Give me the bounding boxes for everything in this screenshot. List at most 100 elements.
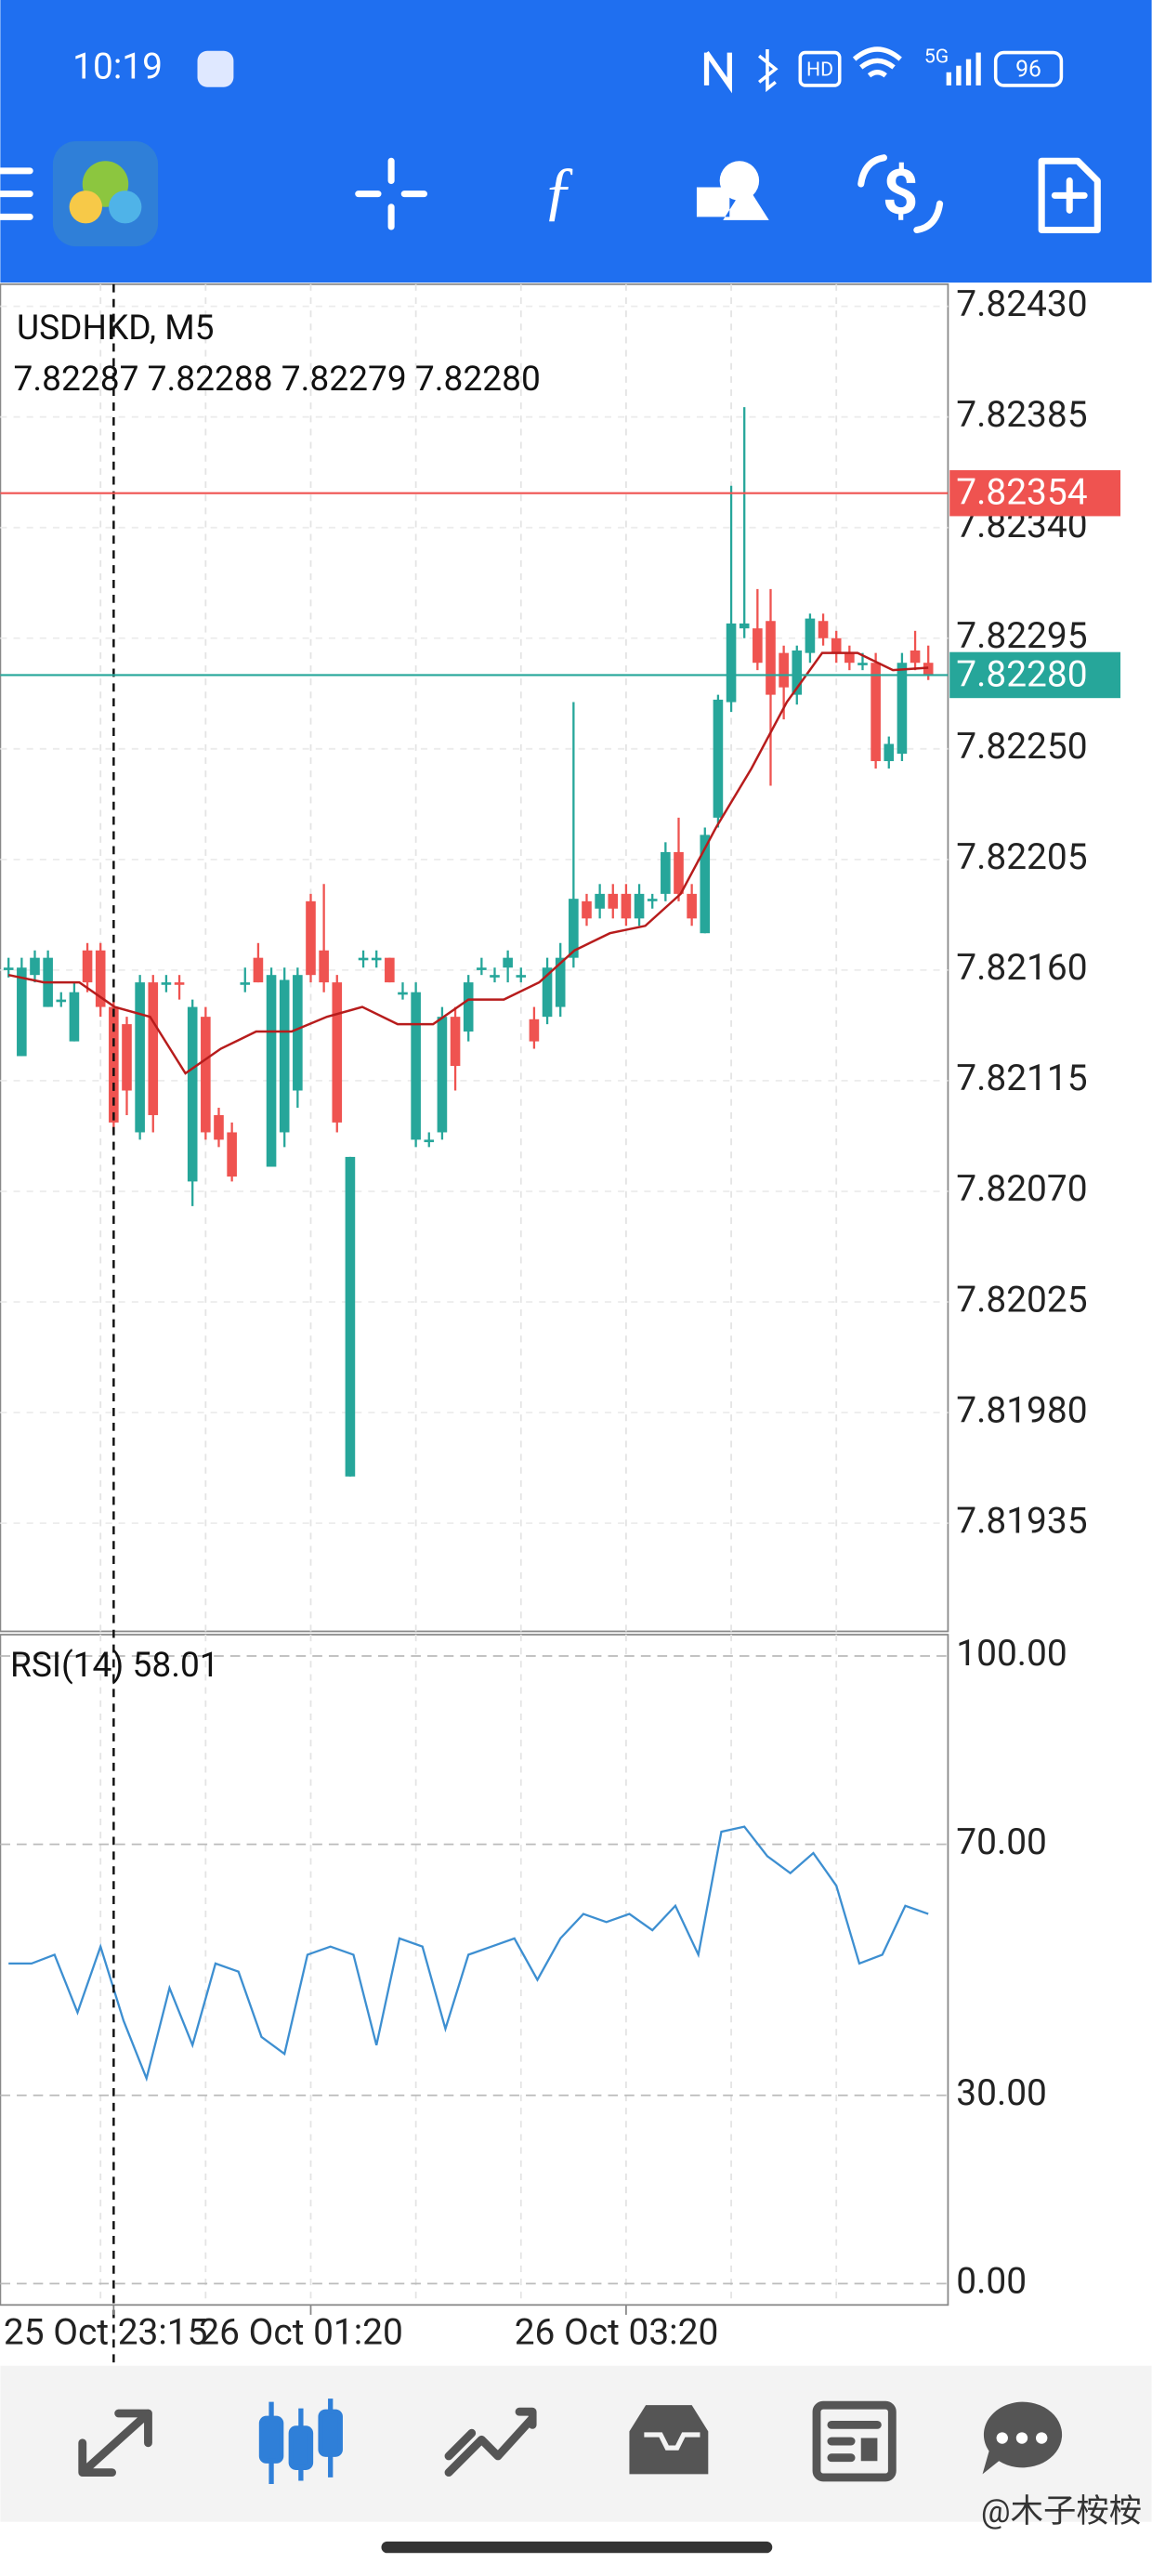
toolbar: ƒ $ [0,141,1101,247]
candle-body [503,957,513,968]
battery-level: 96 [1015,57,1041,84]
candle-body [358,957,369,961]
app-header [0,0,1152,283]
candle-body [831,637,842,653]
rsi-panel [0,1634,949,2307]
nav-chat[interactable] [982,2401,1063,2475]
candle-body [437,1017,448,1133]
ask-line-box [949,469,1121,517]
trade-tool[interactable]: $ [857,154,944,234]
y-tick-label: 7.81935 [956,1500,1087,1542]
candle-body [726,623,737,703]
x-tick-label: 26 Oct 03:20 [515,2311,719,2353]
candle-body [214,1114,224,1140]
y-tick-label: 7.82250 [956,726,1087,768]
candle-body [753,628,763,664]
candle-body [201,1017,211,1133]
candle-body [818,621,829,638]
candle-body [56,999,67,1003]
candle-body [109,1006,119,1123]
nav-news[interactable] [812,2400,897,2482]
objects-tool[interactable] [696,161,769,220]
svg-text:$: $ [883,157,919,230]
candle-body [871,663,881,762]
candle-body [450,1017,461,1067]
candle-body [371,957,382,961]
y-tick-label: 7.82025 [956,1279,1087,1321]
symbol-label: USDHKD, M5 [17,309,214,348]
nav-trade[interactable] [444,2407,537,2477]
candle-body [661,851,671,894]
candle-body [174,982,185,985]
candle-body [713,699,724,818]
candle-body [30,957,40,976]
nav-quotes[interactable] [78,2409,152,2477]
candle-body [555,957,566,1007]
new-order-tool[interactable] [1038,157,1101,234]
candle-body [253,957,264,983]
candle-body [569,899,579,958]
candle-body [187,1006,198,1182]
nav-history[interactable] [629,2405,709,2475]
nav-chart[interactable] [258,2399,343,2484]
menu-button[interactable] [0,167,33,220]
candle-body [122,1024,132,1091]
rsi-tick-label: 70.00 [956,1821,1047,1863]
candle-body [884,743,895,762]
candle-body [490,975,500,978]
clock: 10:19 [72,46,163,88]
candle-body [266,975,277,1167]
candle-body [411,992,421,1140]
candle-body [923,663,934,676]
candle-body [82,950,93,983]
bid-line-box [949,651,1121,699]
candle-body [516,975,527,978]
ohlc-label: 7.82287 7.82288 7.82279 7.82280 [14,360,541,400]
status-icons: HD 5G 96 [703,45,1064,94]
x-tick-label: 26 Oct 01:20 [199,2311,403,2353]
candle-body [240,982,251,985]
candle-body [398,992,408,995]
y-tick-label: 7.82160 [956,947,1087,989]
candle-body [766,621,776,695]
candle-body [17,967,27,1057]
rsi-tick-label: 30.00 [956,2072,1047,2114]
candle-body [674,851,684,894]
rsi-tick-label: 100.00 [956,1633,1067,1675]
y-tick-label: 7.82295 [956,615,1087,657]
app-notification-icon [197,50,234,87]
candle-body [687,893,697,919]
rsi-tick-label: 0.00 [956,2261,1027,2303]
candle-body [95,950,106,1007]
y-tick-label: 7.82205 [956,836,1087,878]
candle-body [345,1156,356,1477]
candle-body [319,950,329,983]
price-panel [0,283,949,1633]
candle-body [424,1139,435,1143]
candle-body [634,893,645,919]
chart: 7.824307.823857.823407.822957.822507.822… [0,283,1121,2366]
candle-body [910,650,921,664]
candle-body [700,835,711,934]
crosshair-tool[interactable] [355,157,428,230]
candle-body [647,899,658,901]
candle-body [306,900,316,976]
bottom-nav [0,2365,1152,2522]
candle-body [792,650,803,695]
y-tick-label: 7.81980 [956,1389,1087,1431]
candle-body [779,652,789,688]
moving-average [7,651,929,1075]
network-label: 5G [924,45,949,68]
candle-body [897,663,908,755]
candle-body [3,967,14,970]
candle-body [385,957,395,983]
candle-body [477,967,487,970]
candle-body [857,663,868,665]
indicators-tool[interactable]: ƒ [543,154,575,227]
candle-body [621,893,632,919]
hd-label: HD [806,59,833,82]
candle-body [293,975,303,1091]
rsi-title: RSI(14) 58.01 [10,1646,219,1686]
candle-body [844,652,855,664]
candle-body [529,1019,540,1042]
